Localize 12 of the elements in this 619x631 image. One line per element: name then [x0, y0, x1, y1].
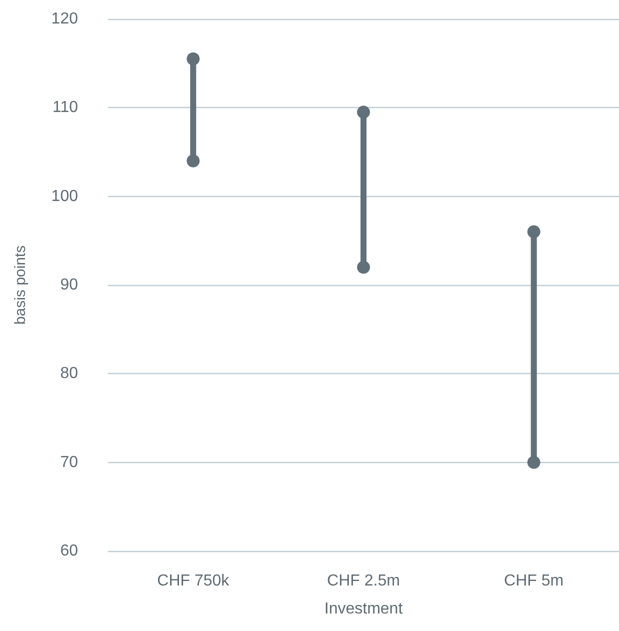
y-axis-title: basis points	[12, 245, 29, 325]
x-tick-label: CHF 5m	[504, 572, 564, 590]
y-tick-label: 110	[52, 99, 78, 116]
y-tick-label: 80	[60, 365, 78, 382]
y-tick-label: 100	[51, 188, 78, 205]
x-tick-label: CHF 750k	[157, 572, 230, 590]
y-tick-label: 60	[60, 542, 78, 560]
y-tick-label: 120	[51, 10, 78, 28]
x-tick-label: CHF 2.5m	[327, 572, 400, 590]
y-tick-label: 90	[60, 276, 78, 294]
y-tick-label: 70	[60, 454, 78, 471]
x-axis-title: Investment	[324, 600, 404, 618]
